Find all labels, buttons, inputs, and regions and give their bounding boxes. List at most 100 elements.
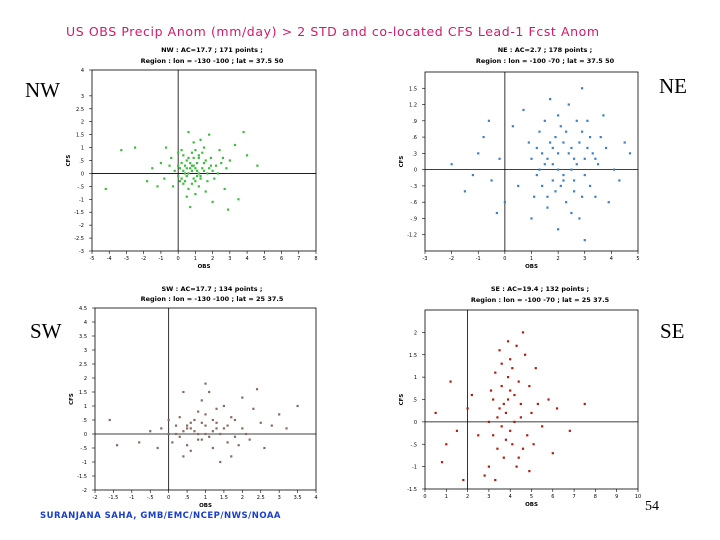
chart-ne-point — [588, 135, 592, 139]
chart-se-xtick-label: 6 — [551, 494, 554, 500]
chart-nw-ytick-label: -2.5 — [74, 236, 84, 242]
chart-nw-ytick-label: -1.5 — [74, 210, 84, 216]
chart-nw-point — [201, 167, 204, 170]
chart-nw-point — [199, 177, 202, 180]
chart-se-point — [504, 438, 508, 441]
chart-sw-point — [226, 441, 229, 444]
chart-ne-point — [602, 114, 605, 117]
chart-nw-point — [194, 193, 197, 196]
chart-ne-point — [549, 98, 552, 101]
chart-nw-point — [201, 151, 204, 154]
chart-ne-point — [543, 163, 546, 166]
chart-nw-point — [182, 182, 185, 185]
chart-ne-xtick-label: 5 — [636, 256, 639, 262]
chart-ne-point — [535, 173, 538, 177]
chart-sw-point — [167, 432, 170, 436]
chart-ne-point — [543, 119, 546, 122]
chart-sw-point — [200, 438, 203, 441]
chart-nw-ytick-label: 1 — [81, 146, 84, 152]
chart-ne-title: NE : AC=2.7 ; 178 points ; — [498, 46, 593, 54]
chart-se-point — [445, 443, 448, 446]
chart-nw-point — [192, 177, 195, 180]
chart-nw-point — [178, 167, 181, 170]
chart-se-point — [449, 380, 452, 383]
chart-nw-point — [168, 164, 171, 167]
chart-se-point — [498, 349, 501, 352]
chart-se-point — [498, 407, 501, 410]
chart-ne-point — [471, 173, 475, 177]
chart-ne-xlabel: OBS — [525, 264, 538, 270]
chart-nw-point — [204, 190, 207, 193]
chart-nw-ytick-label: -1 — [79, 197, 84, 203]
chart-nw-ytick-label: 0 — [81, 171, 84, 177]
chart-sw-point — [226, 424, 229, 427]
chart-ne-point — [580, 130, 584, 133]
chart-ne-point — [527, 141, 530, 144]
chart-sw-xtick-label: 3.5 — [294, 495, 302, 501]
chart-sw-point — [215, 407, 218, 410]
chart-se-point — [547, 398, 550, 401]
chart-nw-point — [206, 172, 209, 175]
chart-sw-point — [241, 396, 244, 399]
chart-ne-point — [557, 228, 560, 231]
chart-se-point — [502, 402, 505, 406]
chart-sw-point — [270, 424, 273, 427]
chart-nw-point — [159, 161, 163, 165]
chart-ne-point — [549, 141, 552, 144]
chart-ne-point — [618, 179, 621, 182]
chart-ne-ytick-label: -.9 — [410, 216, 417, 222]
chart-ne-point — [570, 146, 573, 150]
chart-nw-xtick-label: 7 — [297, 256, 300, 262]
chart-se-point — [506, 376, 510, 379]
chart-sw-point — [252, 407, 255, 410]
chart-ne-point — [559, 125, 562, 128]
chart-ne-point — [612, 168, 616, 171]
chart-ne-point — [578, 217, 581, 220]
page-title: US OBS Precip Anom (mm/day) > 2 STD and … — [66, 24, 600, 39]
chart-ne-point — [546, 206, 549, 209]
chart-nw-point — [202, 161, 206, 165]
chart-nw-point — [183, 180, 187, 183]
chart-ne-point — [535, 146, 538, 150]
chart-se-point — [528, 384, 531, 388]
chart-nw-xtick-label: 2 — [211, 256, 214, 262]
chart-nw-point — [151, 167, 154, 170]
chart-nw-point — [170, 156, 173, 160]
chart-nw-point — [177, 174, 180, 178]
chart-se-point — [496, 447, 499, 450]
chart-sw-xtick-label: 0 — [167, 495, 170, 501]
chart-ne-xtick-label: -1 — [476, 256, 481, 262]
chart-nw-xtick-label: -2 — [141, 256, 146, 262]
chart-se-point — [515, 465, 518, 468]
chart-nw-xtick-label: 6 — [280, 256, 283, 262]
chart-ne-ytick-label: 0 — [414, 168, 417, 174]
chart-nw-point — [180, 149, 183, 152]
chart-ne-point — [559, 184, 562, 188]
chart-sw-point — [200, 421, 203, 424]
chart-sw-point — [193, 430, 196, 433]
chart-sw-point — [204, 424, 207, 427]
chart-ne-point — [567, 152, 570, 155]
chart-nw-ytick-label: 1.5 — [76, 133, 84, 139]
chart-ne-point — [591, 152, 594, 155]
chart-sw-point — [215, 427, 218, 430]
chart-nw-point — [187, 156, 190, 160]
chart-se-point — [517, 380, 520, 383]
chart-sw-point — [174, 424, 178, 427]
chart-nw-title: NW : AC=17.7 ; 171 points ; — [161, 46, 263, 54]
chart-nw-point — [242, 130, 245, 134]
region-label-sw: SW — [30, 319, 62, 343]
chart-sw-point — [278, 413, 281, 416]
chart-se-point — [506, 398, 510, 401]
chart-nw-point — [228, 159, 231, 162]
chart-sw-ytick-label: 3 — [84, 348, 87, 354]
chart-nw-subtitle: Region : lon = -130 -100 ; lat = 37.5 50 — [141, 57, 284, 65]
chart-ne-point — [578, 141, 581, 144]
chart-sw-point — [185, 444, 189, 447]
chart-nw-point — [209, 156, 212, 160]
chart-ne-point — [538, 130, 541, 133]
chart-sw-ytick-label: 2 — [84, 376, 87, 382]
chart-sw-point — [167, 418, 170, 422]
chart-nw-point — [194, 180, 197, 183]
chart-nw-point — [245, 154, 249, 157]
